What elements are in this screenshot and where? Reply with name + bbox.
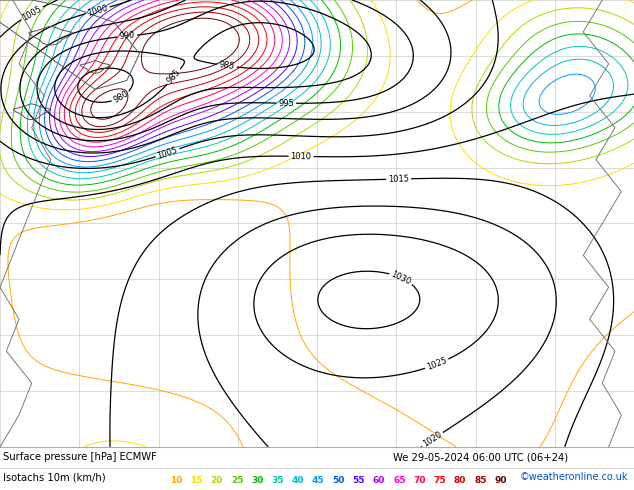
Text: 90: 90 [495, 476, 507, 485]
Text: 35: 35 [271, 476, 284, 485]
Text: 80: 80 [454, 476, 467, 485]
Text: 1010: 1010 [290, 152, 312, 161]
Text: 1005: 1005 [156, 145, 179, 160]
Text: 985: 985 [165, 68, 183, 86]
Text: 995: 995 [278, 98, 294, 108]
Text: 1005: 1005 [20, 4, 43, 22]
Text: 50: 50 [332, 476, 345, 485]
Text: 1000: 1000 [86, 3, 109, 18]
Text: 1030: 1030 [390, 270, 413, 287]
Text: 1015: 1015 [388, 174, 409, 184]
Text: 85: 85 [474, 476, 487, 485]
Text: 55: 55 [353, 476, 365, 485]
Text: 75: 75 [434, 476, 446, 485]
Text: ©weatheronline.co.uk: ©weatheronline.co.uk [519, 472, 628, 482]
Text: 1025: 1025 [425, 356, 448, 372]
Text: We 29-05-2024 06:00 UTC (06+24): We 29-05-2024 06:00 UTC (06+24) [393, 452, 568, 462]
Text: 10: 10 [170, 476, 183, 485]
Text: 70: 70 [413, 476, 426, 485]
Text: 980: 980 [112, 89, 130, 105]
Text: 40: 40 [292, 476, 304, 485]
Text: 15: 15 [190, 476, 203, 485]
Text: 985: 985 [218, 60, 235, 72]
Text: 30: 30 [251, 476, 264, 485]
Text: 25: 25 [231, 476, 243, 485]
Text: 1020: 1020 [421, 430, 444, 449]
Text: 20: 20 [210, 476, 223, 485]
Text: Surface pressure [hPa] ECMWF: Surface pressure [hPa] ECMWF [3, 452, 157, 462]
Text: Isotachs 10m (km/h): Isotachs 10m (km/h) [3, 472, 106, 482]
Text: 65: 65 [393, 476, 406, 485]
Text: 60: 60 [373, 476, 385, 485]
Text: 45: 45 [312, 476, 325, 485]
Text: 990: 990 [119, 31, 136, 41]
